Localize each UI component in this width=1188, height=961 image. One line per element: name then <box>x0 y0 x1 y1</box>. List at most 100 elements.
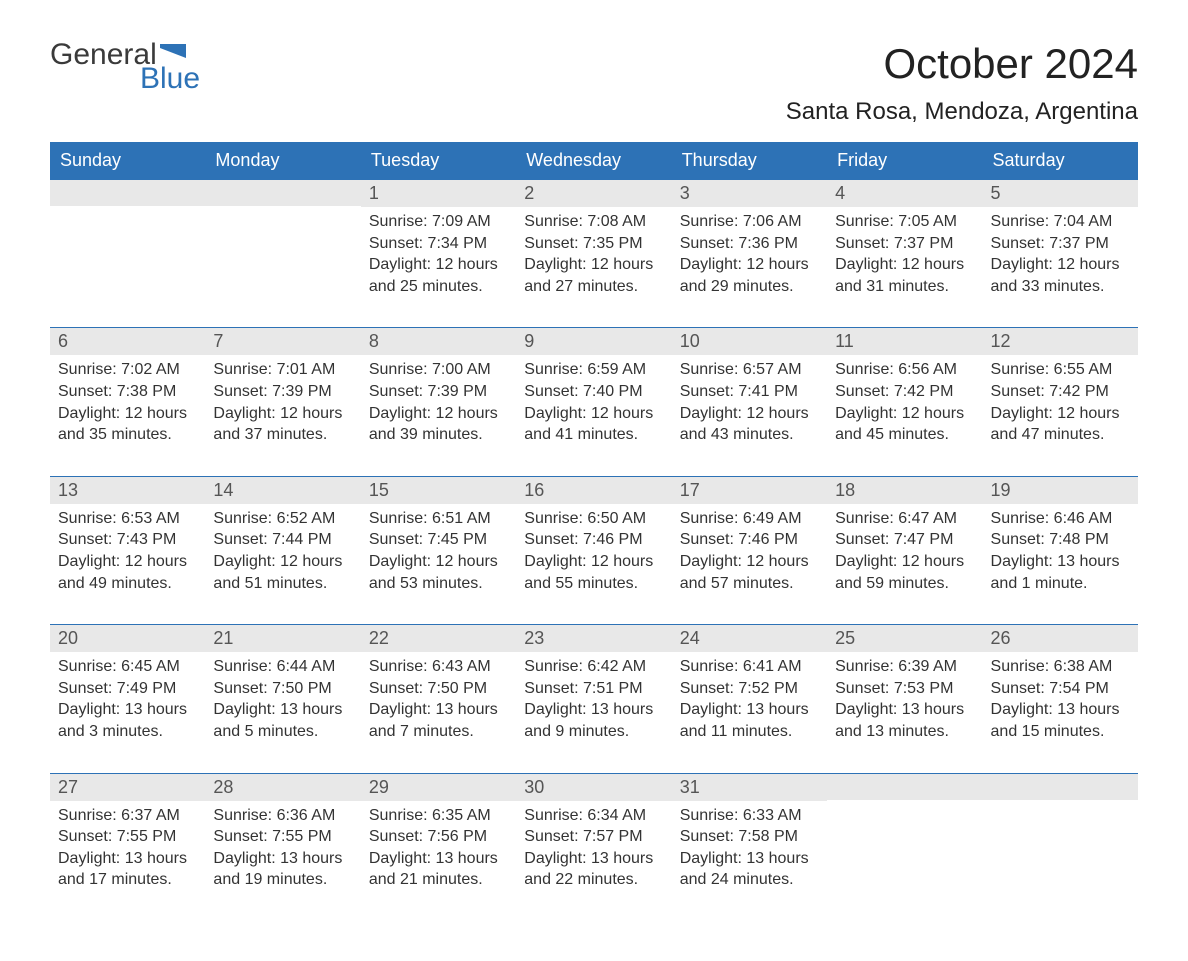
sunrise-line: Sunrise: 6:38 AM <box>991 656 1130 678</box>
daylight-line: Daylight: 12 hours and 27 minutes. <box>524 254 663 297</box>
day-details: Sunrise: 6:51 AMSunset: 7:45 PMDaylight:… <box>361 504 516 594</box>
weekday-header: Saturday <box>983 142 1138 180</box>
sunset-line: Sunset: 7:36 PM <box>680 233 819 255</box>
day-number: 18 <box>827 477 982 504</box>
day-number: 1 <box>361 180 516 207</box>
empty-cell <box>50 180 205 328</box>
empty-cell <box>983 773 1138 921</box>
daylight-line: Daylight: 13 hours and 13 minutes. <box>835 699 974 742</box>
day-details: Sunrise: 6:38 AMSunset: 7:54 PMDaylight:… <box>983 652 1138 742</box>
sunset-line: Sunset: 7:37 PM <box>991 233 1130 255</box>
day-details: Sunrise: 6:33 AMSunset: 7:58 PMDaylight:… <box>672 801 827 891</box>
day-cell: 1Sunrise: 7:09 AMSunset: 7:34 PMDaylight… <box>361 180 516 328</box>
brand-logo: General Blue <box>50 40 200 94</box>
day-cell: 28Sunrise: 6:36 AMSunset: 7:55 PMDayligh… <box>205 773 360 921</box>
day-number: 31 <box>672 774 827 801</box>
daylight-line: Daylight: 12 hours and 55 minutes. <box>524 551 663 594</box>
day-cell: 20Sunrise: 6:45 AMSunset: 7:49 PMDayligh… <box>50 625 205 773</box>
day-cell: 30Sunrise: 6:34 AMSunset: 7:57 PMDayligh… <box>516 773 671 921</box>
sunset-line: Sunset: 7:56 PM <box>369 826 508 848</box>
daylight-line: Daylight: 12 hours and 57 minutes. <box>680 551 819 594</box>
day-details: Sunrise: 6:50 AMSunset: 7:46 PMDaylight:… <box>516 504 671 594</box>
day-cell: 16Sunrise: 6:50 AMSunset: 7:46 PMDayligh… <box>516 476 671 624</box>
day-details: Sunrise: 6:37 AMSunset: 7:55 PMDaylight:… <box>50 801 205 891</box>
sunset-line: Sunset: 7:45 PM <box>369 529 508 551</box>
day-cell: 21Sunrise: 6:44 AMSunset: 7:50 PMDayligh… <box>205 625 360 773</box>
day-details: Sunrise: 7:05 AMSunset: 7:37 PMDaylight:… <box>827 207 982 297</box>
day-cell: 18Sunrise: 6:47 AMSunset: 7:47 PMDayligh… <box>827 476 982 624</box>
day-details: Sunrise: 7:00 AMSunset: 7:39 PMDaylight:… <box>361 355 516 445</box>
daylight-line: Daylight: 12 hours and 41 minutes. <box>524 403 663 446</box>
sunset-line: Sunset: 7:54 PM <box>991 678 1130 700</box>
day-cell: 29Sunrise: 6:35 AMSunset: 7:56 PMDayligh… <box>361 773 516 921</box>
sunset-line: Sunset: 7:46 PM <box>524 529 663 551</box>
sunrise-line: Sunrise: 6:34 AM <box>524 805 663 827</box>
day-cell: 5Sunrise: 7:04 AMSunset: 7:37 PMDaylight… <box>983 180 1138 328</box>
day-number: 22 <box>361 625 516 652</box>
day-number: 26 <box>983 625 1138 652</box>
day-details: Sunrise: 6:56 AMSunset: 7:42 PMDaylight:… <box>827 355 982 445</box>
weekday-header: Monday <box>205 142 360 180</box>
daylight-line: Daylight: 12 hours and 45 minutes. <box>835 403 974 446</box>
daylight-line: Daylight: 12 hours and 43 minutes. <box>680 403 819 446</box>
daylight-line: Daylight: 12 hours and 29 minutes. <box>680 254 819 297</box>
calendar-table: SundayMondayTuesdayWednesdayThursdayFrid… <box>50 142 1138 921</box>
sunset-line: Sunset: 7:49 PM <box>58 678 197 700</box>
day-cell: 10Sunrise: 6:57 AMSunset: 7:41 PMDayligh… <box>672 328 827 476</box>
day-cell: 27Sunrise: 6:37 AMSunset: 7:55 PMDayligh… <box>50 773 205 921</box>
daylight-line: Daylight: 13 hours and 1 minute. <box>991 551 1130 594</box>
sunset-line: Sunset: 7:42 PM <box>991 381 1130 403</box>
sunrise-line: Sunrise: 7:02 AM <box>58 359 197 381</box>
day-details: Sunrise: 7:08 AMSunset: 7:35 PMDaylight:… <box>516 207 671 297</box>
sunset-line: Sunset: 7:46 PM <box>680 529 819 551</box>
day-cell: 26Sunrise: 6:38 AMSunset: 7:54 PMDayligh… <box>983 625 1138 773</box>
day-number: 19 <box>983 477 1138 504</box>
sunrise-line: Sunrise: 6:51 AM <box>369 508 508 530</box>
day-number: 24 <box>672 625 827 652</box>
sunrise-line: Sunrise: 7:00 AM <box>369 359 508 381</box>
day-cell: 3Sunrise: 7:06 AMSunset: 7:36 PMDaylight… <box>672 180 827 328</box>
day-cell: 7Sunrise: 7:01 AMSunset: 7:39 PMDaylight… <box>205 328 360 476</box>
sunrise-line: Sunrise: 7:05 AM <box>835 211 974 233</box>
day-number: 16 <box>516 477 671 504</box>
day-details: Sunrise: 6:47 AMSunset: 7:47 PMDaylight:… <box>827 504 982 594</box>
day-number: 10 <box>672 328 827 355</box>
sunrise-line: Sunrise: 6:55 AM <box>991 359 1130 381</box>
weekday-header: Wednesday <box>516 142 671 180</box>
day-details: Sunrise: 7:04 AMSunset: 7:37 PMDaylight:… <box>983 207 1138 297</box>
calendar-week-row: 13Sunrise: 6:53 AMSunset: 7:43 PMDayligh… <box>50 476 1138 624</box>
sunrise-line: Sunrise: 6:57 AM <box>680 359 819 381</box>
day-cell: 6Sunrise: 7:02 AMSunset: 7:38 PMDaylight… <box>50 328 205 476</box>
empty-cell <box>827 773 982 921</box>
sunrise-line: Sunrise: 7:09 AM <box>369 211 508 233</box>
day-details: Sunrise: 7:01 AMSunset: 7:39 PMDaylight:… <box>205 355 360 445</box>
header: General Blue October 2024 Santa Rosa, Me… <box>50 40 1138 138</box>
day-cell: 14Sunrise: 6:52 AMSunset: 7:44 PMDayligh… <box>205 476 360 624</box>
sunrise-line: Sunrise: 7:01 AM <box>213 359 352 381</box>
calendar-body: 1Sunrise: 7:09 AMSunset: 7:34 PMDaylight… <box>50 180 1138 921</box>
day-number: 4 <box>827 180 982 207</box>
weekday-header: Thursday <box>672 142 827 180</box>
sunrise-line: Sunrise: 6:43 AM <box>369 656 508 678</box>
day-details: Sunrise: 6:52 AMSunset: 7:44 PMDaylight:… <box>205 504 360 594</box>
sunset-line: Sunset: 7:44 PM <box>213 529 352 551</box>
day-number: 3 <box>672 180 827 207</box>
sunset-line: Sunset: 7:41 PM <box>680 381 819 403</box>
daylight-line: Daylight: 12 hours and 35 minutes. <box>58 403 197 446</box>
day-cell: 31Sunrise: 6:33 AMSunset: 7:58 PMDayligh… <box>672 773 827 921</box>
daylight-line: Daylight: 12 hours and 25 minutes. <box>369 254 508 297</box>
day-details: Sunrise: 6:36 AMSunset: 7:55 PMDaylight:… <box>205 801 360 891</box>
sunset-line: Sunset: 7:35 PM <box>524 233 663 255</box>
daylight-line: Daylight: 13 hours and 24 minutes. <box>680 848 819 891</box>
day-cell: 8Sunrise: 7:00 AMSunset: 7:39 PMDaylight… <box>361 328 516 476</box>
weekday-header-row: SundayMondayTuesdayWednesdayThursdayFrid… <box>50 142 1138 180</box>
day-details: Sunrise: 6:57 AMSunset: 7:41 PMDaylight:… <box>672 355 827 445</box>
day-cell: 2Sunrise: 7:08 AMSunset: 7:35 PMDaylight… <box>516 180 671 328</box>
day-number: 2 <box>516 180 671 207</box>
daylight-line: Daylight: 13 hours and 7 minutes. <box>369 699 508 742</box>
day-cell: 15Sunrise: 6:51 AMSunset: 7:45 PMDayligh… <box>361 476 516 624</box>
day-details: Sunrise: 6:59 AMSunset: 7:40 PMDaylight:… <box>516 355 671 445</box>
sunrise-line: Sunrise: 6:42 AM <box>524 656 663 678</box>
sunrise-line: Sunrise: 6:44 AM <box>213 656 352 678</box>
sunrise-line: Sunrise: 6:49 AM <box>680 508 819 530</box>
